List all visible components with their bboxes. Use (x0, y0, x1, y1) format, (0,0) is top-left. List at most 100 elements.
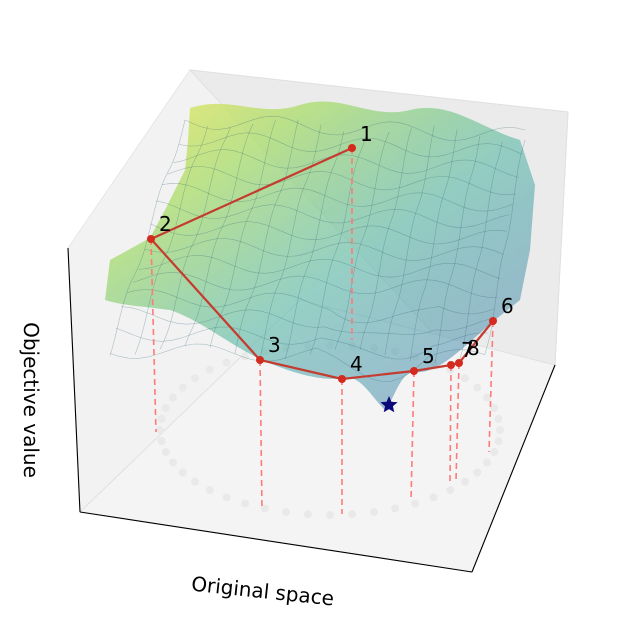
floor-circle-dot (161, 404, 170, 412)
point-label-1: 1 (360, 122, 373, 146)
drop-line-3 (259, 359, 263, 511)
point-label-7: 7 (461, 338, 474, 362)
floor-circle-dot (157, 437, 166, 446)
path-point-2 (147, 235, 155, 243)
floor-circle-dot (168, 458, 177, 467)
surface-mesh-line (409, 129, 458, 362)
floor-circle-dot (222, 358, 231, 367)
floor-circle-dot (446, 486, 455, 495)
floor-circle-dot (191, 374, 200, 383)
surface-mesh-line (167, 166, 516, 196)
floor-circle-dot (161, 448, 170, 456)
floor-circle-dot (460, 477, 469, 486)
surface-mesh-line (259, 124, 322, 359)
surface-mesh-line (209, 119, 276, 348)
surface-mesh-line (121, 306, 492, 335)
floor-circle-dot (483, 458, 492, 467)
surface-mesh-line (127, 289, 495, 324)
floor-circle-dot (460, 374, 469, 383)
surface-mesh-line (161, 183, 513, 212)
path-point-4 (338, 375, 346, 383)
star-icon (380, 396, 398, 413)
path-point-6 (489, 317, 497, 325)
axis-edges (67, 247, 556, 573)
floor-circle-dot (178, 468, 187, 477)
point-label-3: 3 (268, 333, 281, 357)
surface-mesh-line (173, 149, 519, 178)
point-labels: 1 2 3 4 5 6 7 8 (159, 122, 514, 376)
x-axis-label: Original space (190, 572, 335, 611)
floor-circle-dot (168, 393, 177, 402)
floor-circle-dot (473, 468, 482, 477)
point-label-4: 4 (350, 352, 363, 376)
floor-circle-dot (496, 426, 504, 434)
surface-mesh-line (334, 131, 390, 350)
point-label-2: 2 (159, 212, 172, 236)
floor-circle-dot (348, 510, 357, 519)
floor-circle-dot (429, 493, 438, 502)
surface-mesh-line (384, 125, 435, 356)
floor-circle-dot (205, 486, 214, 495)
x-axis-line (79, 511, 473, 573)
drop-line-6 (488, 320, 494, 453)
surface-mesh-line (179, 132, 523, 158)
optimization-path (147, 144, 497, 383)
floor-circle-dot (370, 508, 378, 517)
surface-mesh-line (359, 127, 412, 350)
path-point-7 (447, 361, 455, 369)
surface-mesh-line (156, 200, 510, 228)
surface-mesh-line (109, 343, 486, 382)
floor-circle-dot (241, 352, 249, 361)
path-point-5 (410, 367, 418, 375)
z-axis-label: Objective value (19, 322, 43, 478)
floor-circle-dot (473, 383, 482, 392)
path-point-1 (348, 144, 356, 152)
drop-line-2 (150, 238, 157, 433)
surface-mesh-line (144, 238, 504, 261)
surface-mesh-line (159, 127, 231, 350)
floor-circle-dot (490, 448, 499, 456)
floor-circle-dot (494, 414, 503, 423)
optimum-star (380, 396, 398, 413)
floor-circle-dot (490, 404, 499, 412)
floor-circle-dot (191, 477, 200, 486)
z-axis-line (67, 247, 81, 513)
surface-mesh-line (115, 326, 489, 360)
surface-mesh-line (133, 272, 498, 298)
floor-circle-dot (282, 508, 290, 517)
floor-circle-dot (391, 504, 400, 513)
floor-circle-dot (241, 499, 249, 508)
drop-lines (150, 148, 494, 514)
path-point-8 (455, 359, 463, 367)
surface-mesh-line (150, 221, 507, 245)
drop-line-5 (410, 370, 415, 502)
point-label-8: 8 (467, 336, 480, 360)
surface-mesh (109, 115, 526, 382)
floor-circle-dot (156, 426, 164, 434)
surface-mesh-line (284, 131, 344, 359)
floor-circle-dot (411, 499, 419, 508)
surface-mesh-line (484, 139, 526, 355)
surface-mesh-line (138, 255, 501, 279)
surface-mesh-line (459, 140, 503, 360)
floor-circle-dot (494, 437, 503, 446)
floor-circle-dot (483, 393, 492, 402)
floor-circle-dot (205, 365, 214, 374)
objective-surface (105, 101, 535, 410)
surface-mesh-line (309, 134, 367, 355)
floor-circle-dot (326, 511, 334, 519)
floor-circle-dot (303, 510, 312, 519)
point-label-6: 6 (501, 294, 514, 318)
floor-circle-dot (260, 504, 269, 513)
surface-mesh-line (234, 119, 299, 354)
point-label-5: 5 (422, 344, 435, 368)
path-point-3 (256, 356, 264, 364)
floor-circle-dot (178, 383, 187, 392)
floor-circle-dot (157, 414, 166, 423)
surface-fill (105, 101, 535, 410)
surface-mesh-line (184, 123, 254, 346)
surface-mesh-line (134, 126, 208, 355)
y-axis-line (471, 364, 556, 573)
surface-mesh-line (434, 136, 480, 363)
floor-circle-dot (222, 493, 231, 502)
